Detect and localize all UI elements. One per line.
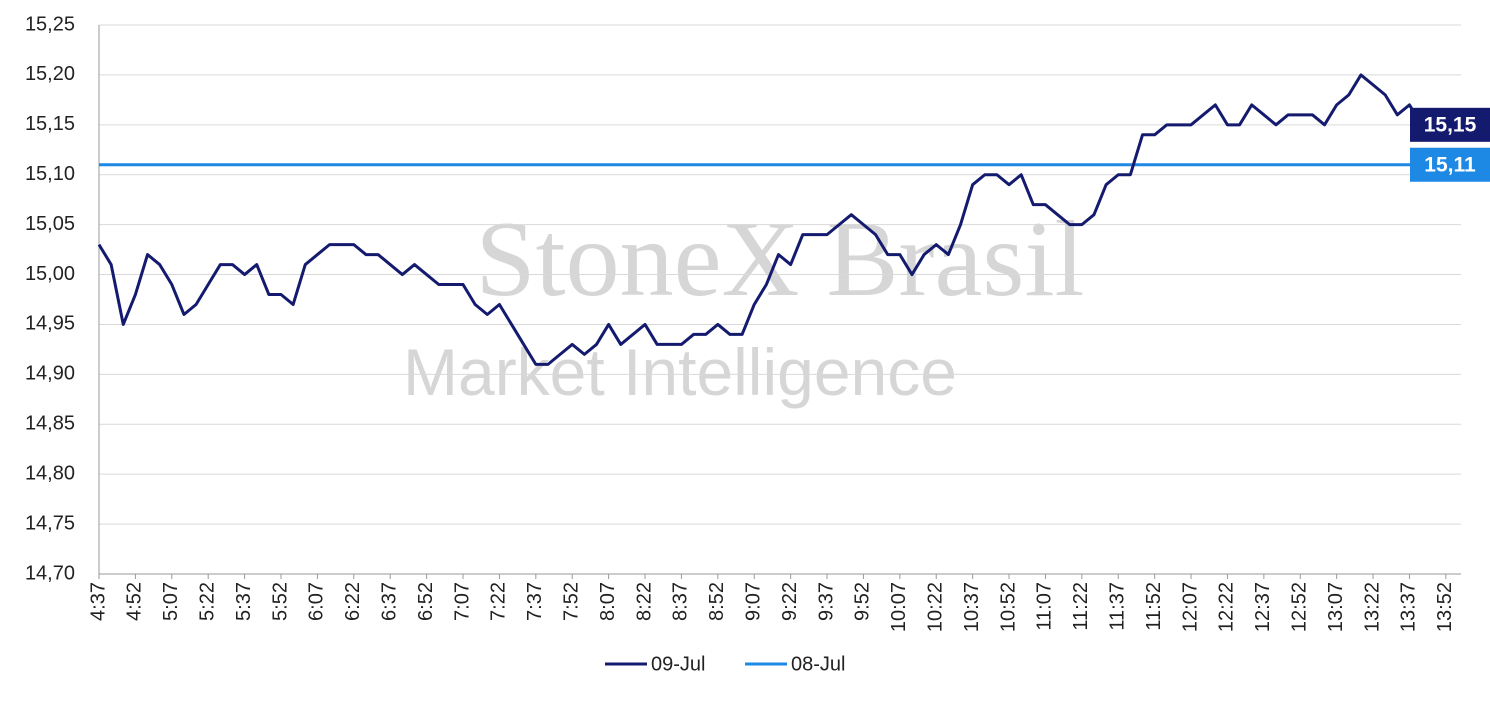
y-tick-label: 15,05 <box>25 213 75 235</box>
end-label: 15,11 <box>1424 153 1476 176</box>
y-tick-label: 15,00 <box>25 263 75 285</box>
end-label: 15,15 <box>1424 113 1477 136</box>
series-line <box>97 73 1458 366</box>
x-tick-label: 10:37 <box>961 582 983 632</box>
y-tick-label: 14,85 <box>25 413 75 435</box>
x-tick-label: 6:37 <box>378 582 400 621</box>
x-tick-label: 9:37 <box>815 582 837 621</box>
legend-label: 09-Jul <box>651 653 705 675</box>
x-tick-label: 9:22 <box>779 582 801 621</box>
x-tick-label: 10:22 <box>925 582 947 632</box>
y-tick-label: 15,25 <box>25 13 75 35</box>
end-label-box <box>1410 147 1490 182</box>
x-tick-label: 7:07 <box>451 582 473 621</box>
x-tick-label: 10:52 <box>997 582 1019 632</box>
x-tick-label: 5:22 <box>196 582 218 621</box>
x-tick-label: 8:52 <box>706 582 728 621</box>
x-tick-label: 12:22 <box>1216 582 1238 632</box>
x-tick-label: 6:22 <box>342 582 364 621</box>
y-tick-label: 15,15 <box>25 113 75 135</box>
x-tick-label: 13:37 <box>1398 582 1420 632</box>
end-label-box <box>1410 107 1490 142</box>
x-tick-label: 5:07 <box>160 582 182 621</box>
x-tick-label: 11:22 <box>1070 582 1092 631</box>
x-tick-label: 4:52 <box>124 582 146 621</box>
x-tick-label: 13:22 <box>1361 582 1383 632</box>
x-tick-label: 8:22 <box>633 582 655 621</box>
x-tick-label: 8:37 <box>670 582 692 621</box>
watermark: Market Intelligence <box>403 335 957 409</box>
legend-label: 08-Jul <box>791 653 845 675</box>
x-tick-label: 4:37 <box>87 582 109 621</box>
x-tick-label: 11:07 <box>1034 582 1056 631</box>
x-tick-label: 9:52 <box>852 582 874 621</box>
y-tick-label: 14,95 <box>25 313 75 335</box>
x-tick-label: 6:07 <box>306 582 328 621</box>
x-tick-label: 7:52 <box>561 582 583 621</box>
y-tick-label: 14,80 <box>25 462 75 484</box>
x-tick-label: 12:52 <box>1289 582 1311 632</box>
x-tick-label: 11:37 <box>1107 582 1129 631</box>
x-tick-label: 11:52 <box>1143 582 1165 631</box>
x-tick-label: 13:07 <box>1325 582 1347 632</box>
x-tick-label: 9:07 <box>743 582 765 621</box>
x-tick-label: 5:52 <box>269 582 291 621</box>
x-tick-label: 5:37 <box>233 582 255 621</box>
y-tick-label: 14,70 <box>25 562 75 584</box>
y-tick-label: 15,10 <box>25 163 75 185</box>
x-tick-label: 7:37 <box>524 582 546 621</box>
x-tick-label: 7:22 <box>488 582 510 621</box>
y-tick-label: 15,20 <box>25 63 75 85</box>
watermark: StoneX Brasil <box>476 200 1085 319</box>
x-tick-label: 6:52 <box>415 582 437 621</box>
x-tick-label: 13:52 <box>1434 582 1456 632</box>
y-tick-label: 14,90 <box>25 363 75 385</box>
y-tick-label: 14,75 <box>25 512 75 534</box>
x-tick-label: 12:07 <box>1179 582 1201 632</box>
x-tick-label: 8:07 <box>597 582 619 621</box>
x-tick-label: 12:37 <box>1252 582 1274 632</box>
x-tick-label: 10:07 <box>888 582 910 632</box>
